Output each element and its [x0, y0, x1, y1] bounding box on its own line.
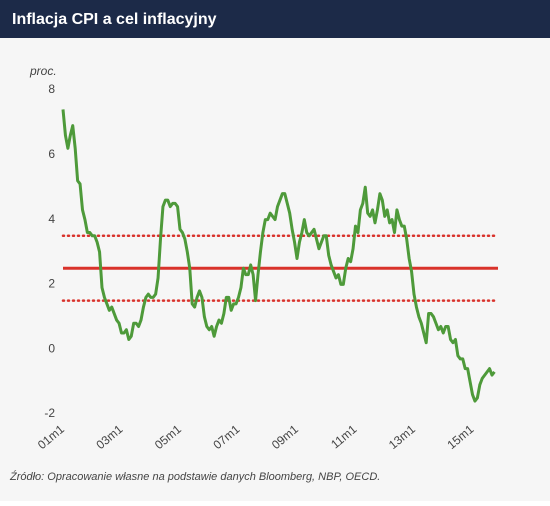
header — [0, 0, 550, 38]
y-tick-label: -2 — [44, 406, 55, 420]
y-tick-label: 6 — [48, 147, 55, 161]
y-tick-label: 8 — [48, 82, 55, 96]
y-tick-label: 4 — [48, 212, 55, 226]
cpi-line — [61, 109, 496, 403]
y-tick-label: 2 — [48, 277, 55, 291]
chart-title: Inflacja CPI a cel inflacyjny — [12, 11, 217, 28]
source: Źródło: Opracowanie własne na podstawie … — [9, 470, 380, 483]
y-axis-label: proc. — [29, 64, 57, 78]
y-tick-label: 0 — [48, 341, 55, 355]
